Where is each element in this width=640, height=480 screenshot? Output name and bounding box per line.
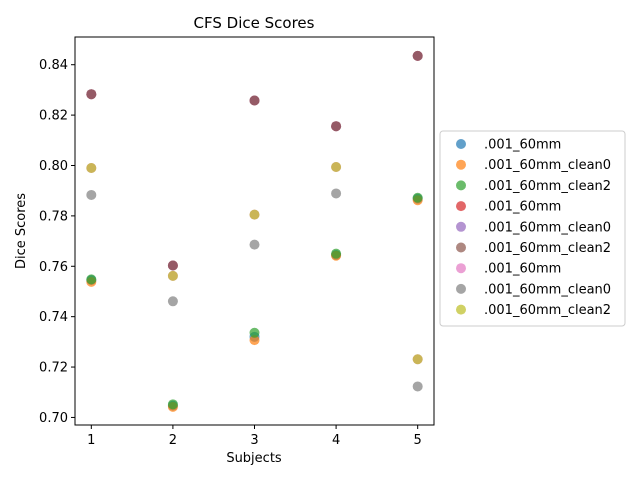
- y-axis: 0.70 0.72 0.74 0.76 0.78 0.80 0.82 0.84: [39, 58, 75, 426]
- data-point-s9-x2: [167, 270, 178, 281]
- data-point-s6-x3: [249, 95, 260, 106]
- legend-marker: [456, 180, 466, 191]
- data-point-s8-x3: [249, 239, 260, 250]
- legend-label: .001_60mm: [484, 262, 561, 277]
- legend-marker: [456, 283, 466, 294]
- legend-marker: [456, 304, 466, 315]
- y-axis-title: Dice Scores: [14, 193, 29, 269]
- x-axis: 1 2 3 4 5: [87, 425, 422, 448]
- legend-label: .001_60mm_clean2: [484, 241, 611, 256]
- data-point-s8-x4: [331, 188, 342, 199]
- x-tick-label: 3: [250, 433, 258, 448]
- legend-label: .001_60mm_clean2: [484, 303, 611, 318]
- data-point-s2-x3: [249, 335, 260, 346]
- legend-label: .001_60mm: [484, 200, 561, 215]
- legend-label: .001_60mm_clean0: [484, 158, 611, 173]
- x-tick-label: 2: [169, 433, 177, 448]
- data-point-s3-x5: [412, 192, 423, 203]
- data-point-s8-x5: [412, 381, 423, 392]
- legend-label: .001_60mm_clean0: [484, 282, 611, 297]
- data-point-s3-x1: [86, 274, 97, 285]
- data-point-s9-x1: [86, 163, 97, 174]
- x-tick-label: 1: [87, 433, 95, 448]
- y-tick-label: 0.72: [39, 361, 68, 376]
- data-point-s9-x4: [331, 162, 342, 173]
- data-point-s3-x4: [331, 248, 342, 259]
- y-tick-label: 0.74: [39, 310, 68, 325]
- legend-marker: [456, 242, 466, 253]
- data-point-s6-x1: [86, 89, 97, 100]
- x-tick-label: 5: [414, 433, 422, 448]
- data-point-s6-x4: [331, 121, 342, 132]
- legend-marker: [456, 139, 466, 149]
- data-point-s6-x2: [167, 260, 178, 271]
- legend-label: .001_60mm: [484, 138, 561, 153]
- legend-frame: [439, 130, 626, 327]
- y-tick-label: 0.76: [39, 260, 68, 275]
- y-tick-label: 0.80: [39, 159, 68, 174]
- data-point-s6-x5: [412, 50, 423, 61]
- legend-marker: [456, 221, 466, 232]
- y-tick-label: 0.78: [39, 209, 68, 224]
- y-tick-label: 0.82: [39, 109, 68, 124]
- points-layer: [86, 50, 423, 412]
- legend-marker: [456, 201, 466, 212]
- y-tick-label: 0.70: [39, 411, 68, 426]
- data-point-s3-x3: [249, 327, 260, 338]
- data-point-s8-x2: [167, 296, 178, 307]
- data-point-s9-x5: [412, 354, 423, 365]
- data-point-s8-x1: [86, 189, 97, 200]
- chart-title: CFS Dice Scores: [194, 14, 315, 32]
- legend-marker: [456, 263, 466, 274]
- data-point-s9-x3: [249, 209, 260, 220]
- y-tick-label: 0.84: [39, 58, 68, 73]
- legend-marker: [456, 159, 466, 170]
- legend-label: .001_60mm_clean2: [484, 179, 611, 194]
- data-point-s3-x2: [167, 399, 178, 410]
- legend: .001_60mm .001_60mm_clean0 .001_60mm_clean…: [439, 130, 626, 327]
- legend-label: .001_60mm_clean0: [484, 220, 611, 235]
- x-axis-title: Subjects: [226, 451, 282, 466]
- x-tick-label: 4: [332, 433, 340, 448]
